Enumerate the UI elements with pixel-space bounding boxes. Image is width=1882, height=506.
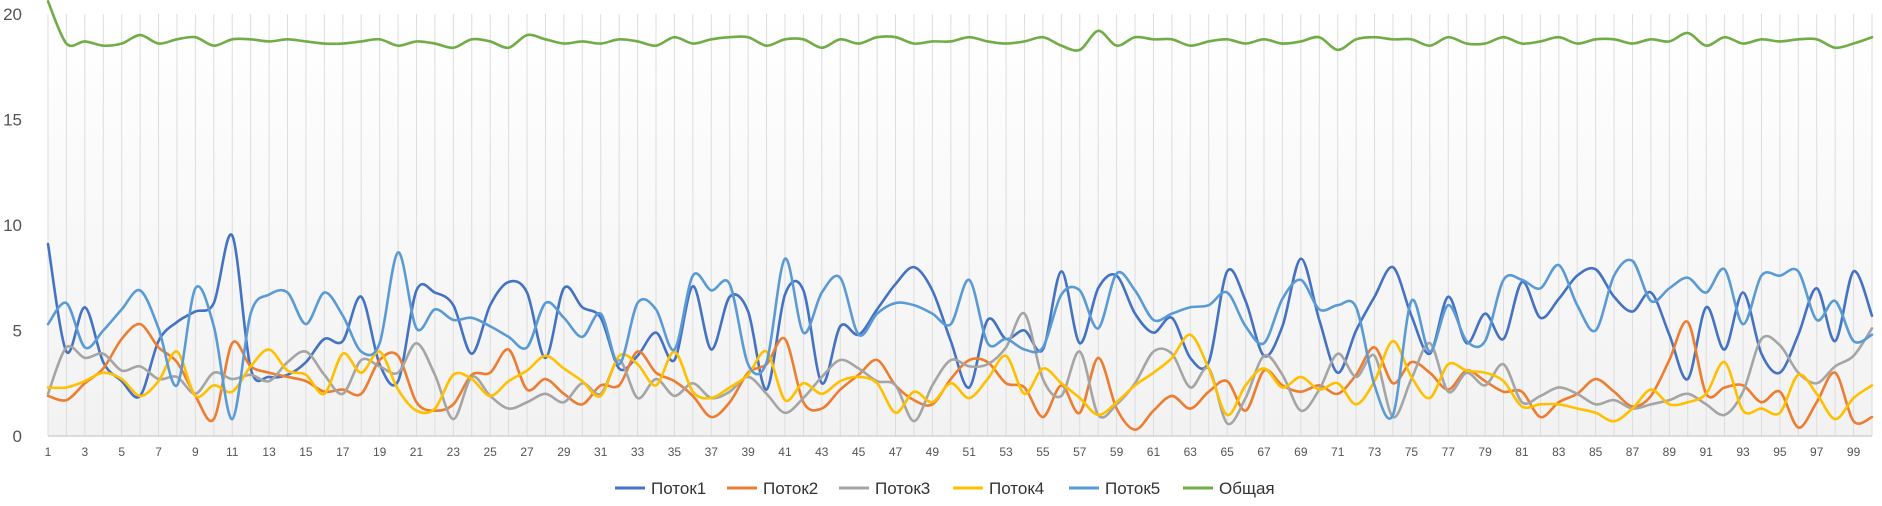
x-tick-label: 47	[889, 445, 903, 459]
x-tick-label: 83	[1552, 445, 1566, 459]
plot-area	[48, 14, 1872, 436]
x-tick-label: 23	[447, 445, 461, 459]
y-tick-label: 20	[3, 5, 22, 24]
x-tick-label: 75	[1405, 445, 1419, 459]
x-tick-label: 91	[1700, 445, 1714, 459]
x-tick-label: 25	[484, 445, 498, 459]
y-tick-label: 0	[13, 427, 22, 446]
x-tick-label: 77	[1442, 445, 1456, 459]
series-line-4	[46, 333, 1874, 423]
gridlines	[47, 14, 1873, 436]
x-tick-label: 21	[410, 445, 424, 459]
y-tick-label: 5	[13, 322, 22, 341]
legend-label: Поток3	[875, 479, 930, 498]
x-tick-label: 11	[226, 445, 239, 459]
x-tick-label: 57	[1073, 445, 1087, 459]
x-tick-label: 19	[373, 445, 387, 459]
x-axis-ticks: 1 3 5 7 9 11 13 15 17 19 21 23 25 27 29 31 33 35 37 39 41 43 4…	[45, 445, 1861, 459]
x-tick-label: 61	[1147, 445, 1161, 459]
series-line-3	[46, 311, 1874, 426]
legend-label: Общая	[1219, 479, 1275, 498]
x-tick-label: 1	[45, 445, 52, 459]
legend-label: Поток5	[1105, 479, 1160, 498]
x-tick-label: 35	[668, 445, 682, 459]
x-tick-label: 99	[1847, 445, 1861, 459]
x-tick-label: 27	[520, 445, 534, 459]
x-tick-label: 69	[1294, 445, 1308, 459]
series-line-5	[46, 251, 1874, 421]
y-tick-label: 10	[3, 216, 22, 235]
x-tick-label: 93	[1736, 445, 1750, 459]
x-tick-label: 73	[1368, 445, 1382, 459]
x-tick-label: 51	[963, 445, 977, 459]
x-tick-label: 33	[631, 445, 645, 459]
legend: Поток1 Поток2 Поток3 Поток4 Поток5 Общая	[615, 479, 1275, 498]
series-line-2	[46, 320, 1874, 431]
x-tick-label: 7	[155, 445, 162, 459]
legend-label: Поток2	[763, 479, 818, 498]
x-tick-label: 39	[741, 445, 755, 459]
x-tick-label: 43	[815, 445, 829, 459]
y-tick-label: 15	[3, 111, 22, 130]
x-tick-label: 81	[1515, 445, 1529, 459]
x-tick-label: 67	[1257, 445, 1271, 459]
x-tick-label: 65	[1220, 445, 1234, 459]
x-tick-label: 95	[1773, 445, 1787, 459]
x-tick-label: 15	[299, 445, 313, 459]
x-tick-label: 31	[594, 445, 608, 459]
x-tick-label: 49	[926, 445, 940, 459]
x-tick-label: 9	[192, 445, 199, 459]
x-tick-label: 45	[852, 445, 866, 459]
legend-label: Поток1	[651, 479, 706, 498]
x-tick-label: 29	[557, 445, 571, 459]
x-tick-label: 71	[1331, 445, 1345, 459]
x-tick-label: 79	[1478, 445, 1492, 459]
x-tick-label: 59	[1110, 445, 1124, 459]
x-tick-label: 5	[118, 445, 125, 459]
x-tick-label: 87	[1626, 445, 1640, 459]
series-line-6	[46, 0, 1874, 52]
x-tick-label: 97	[1810, 445, 1824, 459]
y-axis-ticks: 0 5 10 15 20	[3, 5, 22, 446]
x-tick-label: 41	[778, 445, 792, 459]
legend-label: Поток4	[989, 479, 1044, 498]
x-tick-label: 63	[1184, 445, 1198, 459]
series-lines	[46, 0, 1874, 431]
series-line-1	[46, 233, 1874, 399]
x-tick-label: 55	[1036, 445, 1050, 459]
x-tick-label: 13	[262, 445, 276, 459]
x-tick-label: 53	[999, 445, 1013, 459]
x-tick-label: 17	[336, 445, 350, 459]
x-tick-label: 3	[82, 445, 89, 459]
x-tick-label: 89	[1663, 445, 1677, 459]
x-tick-label: 85	[1589, 445, 1603, 459]
x-tick-label: 37	[705, 445, 719, 459]
